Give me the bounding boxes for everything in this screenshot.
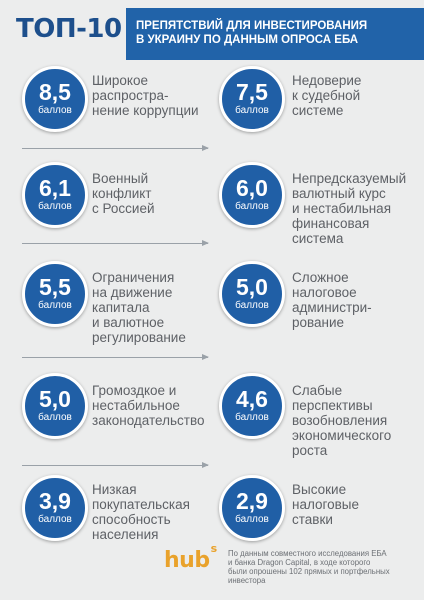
text-line: способность: [92, 512, 171, 527]
text-line: роста: [292, 443, 328, 458]
text-line: системе: [292, 103, 344, 118]
text-line: рование: [292, 315, 345, 330]
score-circle-6: 5,0 баллов: [219, 261, 285, 327]
text-line: Недоверие: [292, 73, 362, 88]
logo-text: hub: [164, 548, 210, 573]
text-line: налоговые: [292, 497, 360, 512]
score-value: 3,9: [39, 488, 71, 514]
text-line: налоговое: [292, 285, 357, 300]
banner-line-1: препятствий для инвестирования: [136, 20, 368, 32]
score-unit: баллов: [38, 412, 72, 423]
obstacle-text-8: Слабые перспективы возобновления экономи…: [292, 383, 391, 458]
text-line: и валютное: [92, 315, 165, 330]
text-line: финансовая: [292, 216, 370, 231]
divider-arrow-3: [22, 354, 209, 360]
text-line: Слабые: [292, 383, 343, 398]
obstacle-text-6: Сложное налоговое администри- рование: [292, 270, 372, 330]
obstacle-text-5: Ограничения на движение капитала и валют…: [92, 270, 186, 345]
footnote-line: и банка Dragon Capital, в ходе которого: [228, 558, 371, 567]
obstacle-text-7: Громоздкое и нестабильное законодательст…: [92, 383, 204, 428]
obstacle-text-9: Низкая покупательская способность населе…: [92, 482, 190, 542]
text-line: возобновления: [292, 413, 388, 428]
text-line: на движение: [92, 285, 173, 300]
text-line: регулирование: [92, 330, 186, 345]
header-banner: препятствий для инвестирования в украину…: [126, 8, 424, 60]
score-circle-4: 6,0 баллов: [219, 162, 285, 228]
text-line: Сложное: [292, 270, 349, 285]
banner-line-2: в украину по данным опроса еба: [136, 34, 359, 46]
text-line: капитала: [92, 300, 150, 315]
text-line: законодательство: [92, 413, 205, 428]
text-line: распростра-: [92, 88, 169, 103]
footnote-line: инвестора: [228, 576, 266, 585]
score-value: 4,6: [236, 386, 268, 412]
footnote-line: По данным совместного исследования ЕБА: [228, 549, 387, 558]
text-line: и нестабильная: [292, 201, 392, 216]
divider-arrow-4: [22, 462, 209, 468]
score-unit: баллов: [38, 514, 72, 525]
text-line: система: [292, 231, 344, 246]
page-title: ТОП-10: [16, 14, 122, 44]
text-line: Непредсказуемый: [292, 171, 407, 186]
obstacle-text-2: Недоверие к судебной системе: [292, 73, 361, 118]
text-line: Низкая: [92, 482, 137, 497]
text-line: ставки: [292, 512, 333, 527]
score-unit: баллов: [235, 105, 269, 116]
text-line: Громоздкое и: [92, 383, 177, 398]
score-value: 5,0: [236, 274, 268, 300]
score-unit: баллов: [38, 201, 72, 212]
score-value: 5,0: [39, 386, 71, 412]
score-value: 2,9: [236, 488, 268, 514]
score-unit: баллов: [235, 300, 269, 311]
score-unit: баллов: [235, 412, 269, 423]
text-line: администри-: [292, 300, 372, 315]
score-circle-3: 6,1 баллов: [22, 162, 88, 228]
obstacle-text-3: Военный конфликт с Россией: [92, 171, 155, 216]
score-unit: баллов: [38, 300, 72, 311]
score-value: 6,1: [39, 175, 71, 201]
score-circle-8: 4,6 баллов: [219, 373, 285, 439]
text-line: Высокие: [292, 482, 347, 497]
hubs-logo: hubs: [164, 542, 217, 573]
footnote-line: были опрошены 102 прямых и портфельных: [228, 567, 390, 576]
score-value: 7,5: [236, 79, 268, 105]
score-circle-10: 2,9 баллов: [219, 475, 285, 541]
score-unit: баллов: [235, 514, 269, 525]
score-circle-9: 3,9 баллов: [22, 475, 88, 541]
obstacle-text-1: Широкое распростра- нение коррупции: [92, 73, 199, 118]
text-line: перспективы: [292, 398, 373, 413]
obstacle-text-10: Высокие налоговые ставки: [292, 482, 359, 527]
obstacle-text-4: Непредсказуемый валютный курс и нестабил…: [292, 171, 406, 246]
logo-superscript: s: [210, 542, 218, 555]
score-value: 8,5: [39, 79, 71, 105]
score-circle-1: 8,5 баллов: [22, 66, 88, 132]
text-line: нестабильное: [92, 398, 180, 413]
text-line: нение коррупции: [92, 103, 199, 118]
text-line: экономического: [292, 428, 392, 443]
score-value: 5,5: [39, 274, 71, 300]
divider-arrow-1: [22, 145, 209, 151]
text-line: с Россией: [92, 201, 155, 216]
score-circle-2: 7,5 баллов: [219, 66, 285, 132]
text-line: Военный: [92, 171, 149, 186]
score-value: 6,0: [236, 175, 268, 201]
score-circle-7: 5,0 баллов: [22, 373, 88, 439]
text-line: валютный курс: [292, 186, 386, 201]
text-line: конфликт: [92, 186, 152, 201]
text-line: Широкое: [92, 73, 149, 88]
score-unit: баллов: [235, 201, 269, 212]
divider-arrow-2: [22, 240, 209, 246]
text-line: Ограничения: [92, 270, 175, 285]
text-line: покупательская: [92, 497, 190, 512]
text-line: к судебной: [292, 88, 361, 103]
score-circle-5: 5,5 баллов: [22, 261, 88, 327]
text-line: населения: [92, 527, 159, 542]
score-unit: баллов: [38, 105, 72, 116]
source-footnote: По данным совместного исследования ЕБА и…: [228, 549, 418, 585]
